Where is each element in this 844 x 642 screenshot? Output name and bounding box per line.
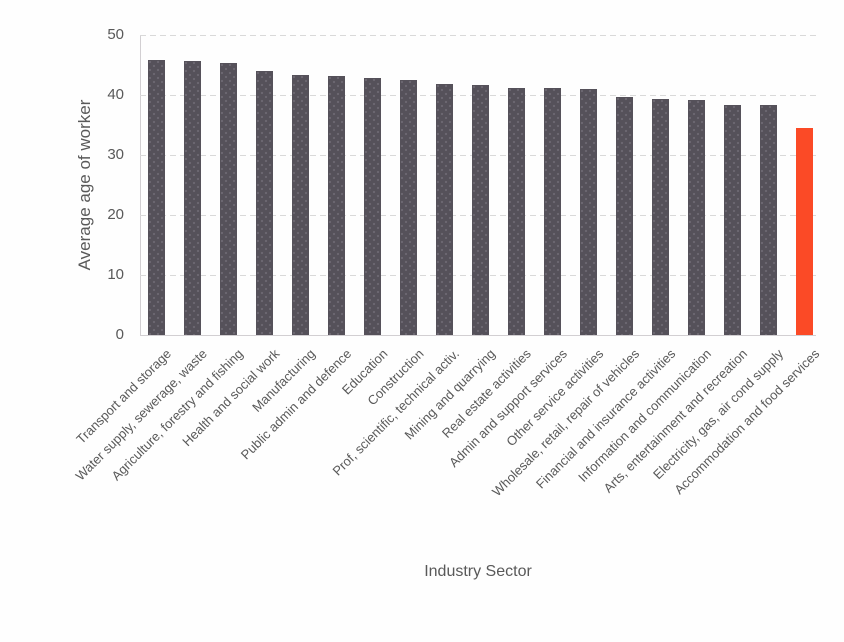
bar <box>256 71 273 335</box>
bar <box>472 84 489 335</box>
bar <box>760 105 777 335</box>
y-tick-label: 0 <box>115 326 124 343</box>
bar <box>724 104 741 335</box>
bar <box>184 60 201 335</box>
y-tick-label: 40 <box>107 86 124 103</box>
bar <box>688 99 705 335</box>
bar <box>364 78 381 335</box>
bar <box>328 76 345 335</box>
x-axis-title: Industry Sector <box>424 563 532 580</box>
y-tick-label: 50 <box>107 26 124 43</box>
bar <box>148 59 165 335</box>
plot-area <box>140 35 816 335</box>
bar <box>508 87 525 335</box>
bar-highlighted <box>796 128 813 335</box>
x-axis-line <box>140 335 816 336</box>
bar <box>436 84 453 335</box>
bar <box>544 88 561 335</box>
bar <box>292 74 309 335</box>
gridline <box>140 35 816 36</box>
y-axis-title: Average age of worker <box>75 99 94 271</box>
bar <box>400 80 417 335</box>
y-tick-label: 30 <box>107 146 124 163</box>
bar <box>220 62 237 335</box>
y-tick-label: 10 <box>107 266 124 283</box>
bar <box>616 96 633 335</box>
bar <box>580 89 597 335</box>
y-axis-line <box>140 35 141 336</box>
y-tick-label: 20 <box>107 206 124 223</box>
bar <box>652 99 669 335</box>
